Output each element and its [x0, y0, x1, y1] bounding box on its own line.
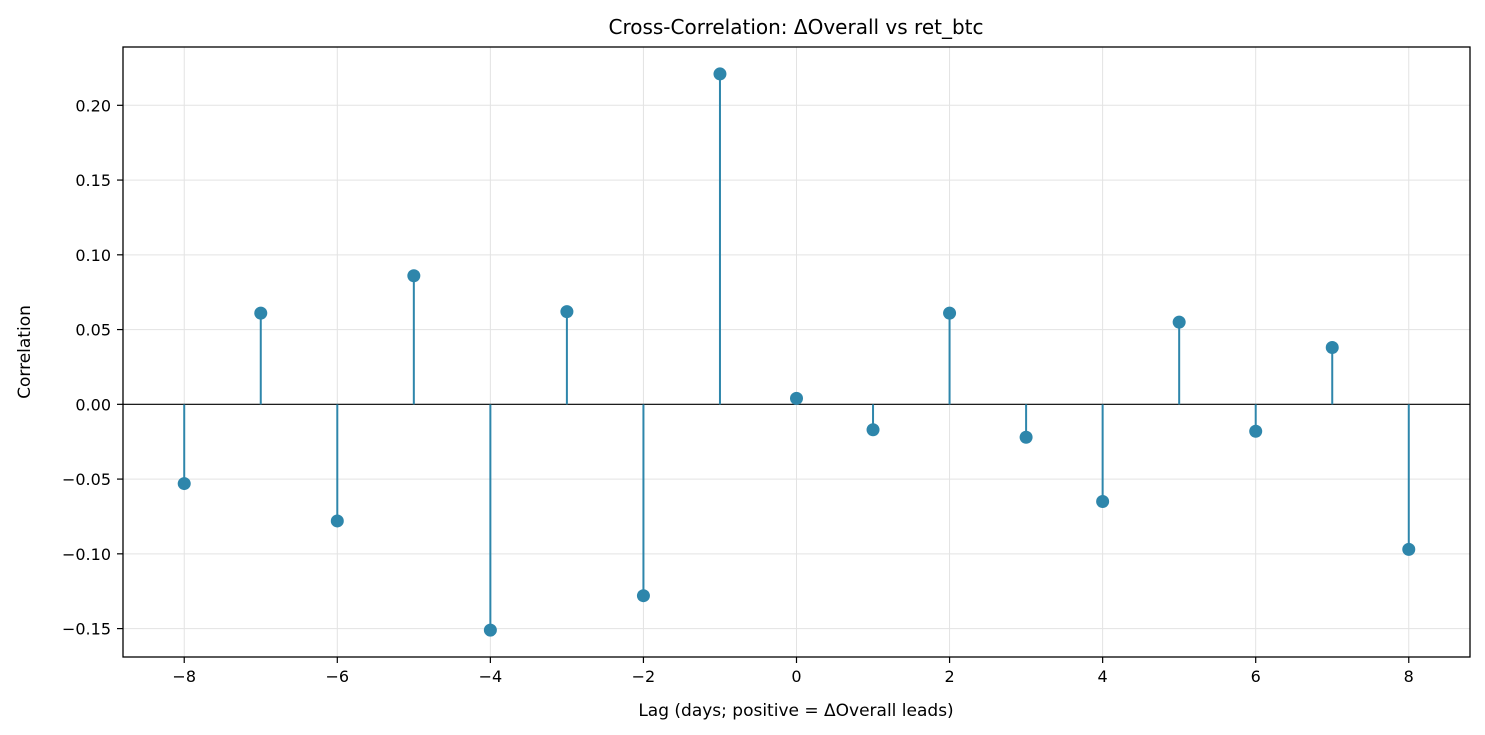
y-tick-label: 0.00	[75, 395, 111, 414]
x-tick-label: 6	[1251, 667, 1261, 686]
y-axis-ticks: −0.15 −0.10 −0.05 0.00 0.05 0.10 0.15 0.20	[62, 96, 123, 639]
data-point-marker	[560, 305, 574, 319]
stems-group	[183, 73, 1410, 631]
data-point-marker	[1402, 542, 1416, 556]
data-point-marker	[1249, 424, 1263, 438]
x-tick-label: 0	[791, 667, 801, 686]
y-axis-label: Correlation	[15, 305, 35, 399]
x-tick-label: −8	[172, 667, 196, 686]
data-point-marker	[407, 269, 421, 283]
x-tick-label: −6	[325, 667, 349, 686]
x-axis-ticks: −8 −6 −4 −2 0 2 4 6 8	[172, 657, 1414, 686]
chart-title: Cross-Correlation: ΔOverall vs ret_btc	[608, 15, 983, 39]
y-tick-label: −0.15	[62, 620, 111, 639]
y-tick-label: 0.10	[75, 246, 111, 265]
x-tick-label: −4	[479, 667, 503, 686]
data-point-marker	[330, 514, 344, 528]
data-point-marker	[790, 391, 803, 405]
data-point-marker	[1096, 495, 1110, 509]
data-point-marker	[943, 306, 957, 320]
y-tick-label: 0.20	[75, 96, 111, 115]
data-point-marker	[483, 623, 497, 637]
x-tick-label: 8	[1404, 667, 1414, 686]
x-axis-label: Lag (days; positive = ΔOverall leads)	[638, 701, 953, 721]
grid-lines	[123, 47, 1470, 657]
data-point-marker	[866, 423, 880, 437]
markers-group	[177, 67, 1416, 637]
data-point-marker	[1172, 315, 1186, 329]
data-point-marker	[713, 67, 727, 81]
y-tick-label: −0.05	[62, 470, 111, 489]
y-tick-label: 0.05	[75, 321, 111, 340]
x-tick-label: −2	[632, 667, 656, 686]
y-tick-label: 0.15	[75, 171, 111, 190]
y-tick-label: −0.10	[62, 545, 111, 564]
x-tick-label: 2	[944, 667, 954, 686]
data-point-marker	[177, 477, 191, 491]
data-point-marker	[254, 306, 268, 320]
data-point-marker	[636, 589, 650, 603]
data-point-marker	[1325, 341, 1339, 355]
data-point-marker	[1019, 430, 1033, 444]
x-tick-label: 4	[1098, 667, 1108, 686]
